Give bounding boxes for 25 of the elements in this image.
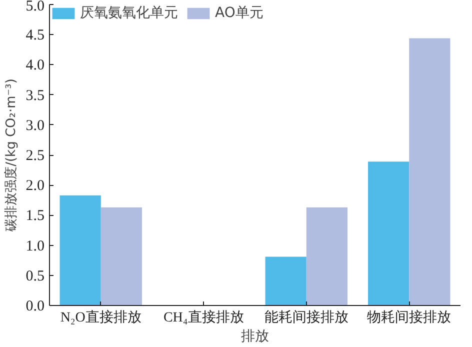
legend-label: AO单元 — [215, 4, 264, 22]
y-tick-label: 4.0 — [26, 58, 44, 74]
x-tick-label: CH₄直接排放 — [163, 310, 244, 326]
y-tick-label: 2.0 — [26, 178, 44, 194]
y-axis-title: 碳排放强度/(kg CO₂·m⁻³) — [2, 78, 19, 232]
legend-label: 厌氧氨氧化单元 — [80, 4, 178, 22]
y-tick-label: 2.5 — [26, 148, 44, 164]
bar — [60, 195, 101, 306]
bar — [265, 256, 306, 306]
x-tick-label: N₂O直接排放 — [60, 310, 142, 326]
y-tick-label: 3.5 — [26, 88, 44, 104]
bar — [100, 207, 142, 306]
x-tick-label: 能耗间接排放 — [264, 310, 348, 326]
y-tick-label: 0.0 — [26, 298, 44, 314]
y-tick-label: 1.5 — [26, 208, 44, 224]
x-tick-label: 物耗间接排放 — [367, 310, 452, 326]
y-tick-label: 5.0 — [26, 0, 44, 14]
y-tick-label: 1.0 — [26, 238, 44, 254]
text: 排放 — [241, 328, 269, 344]
bar — [306, 207, 348, 306]
y-tick-label: 4.5 — [26, 28, 44, 44]
bar — [368, 162, 410, 306]
y-tick-label: 3.0 — [26, 118, 44, 134]
bar — [409, 38, 450, 306]
y-tick-label: 0.5 — [26, 268, 44, 284]
